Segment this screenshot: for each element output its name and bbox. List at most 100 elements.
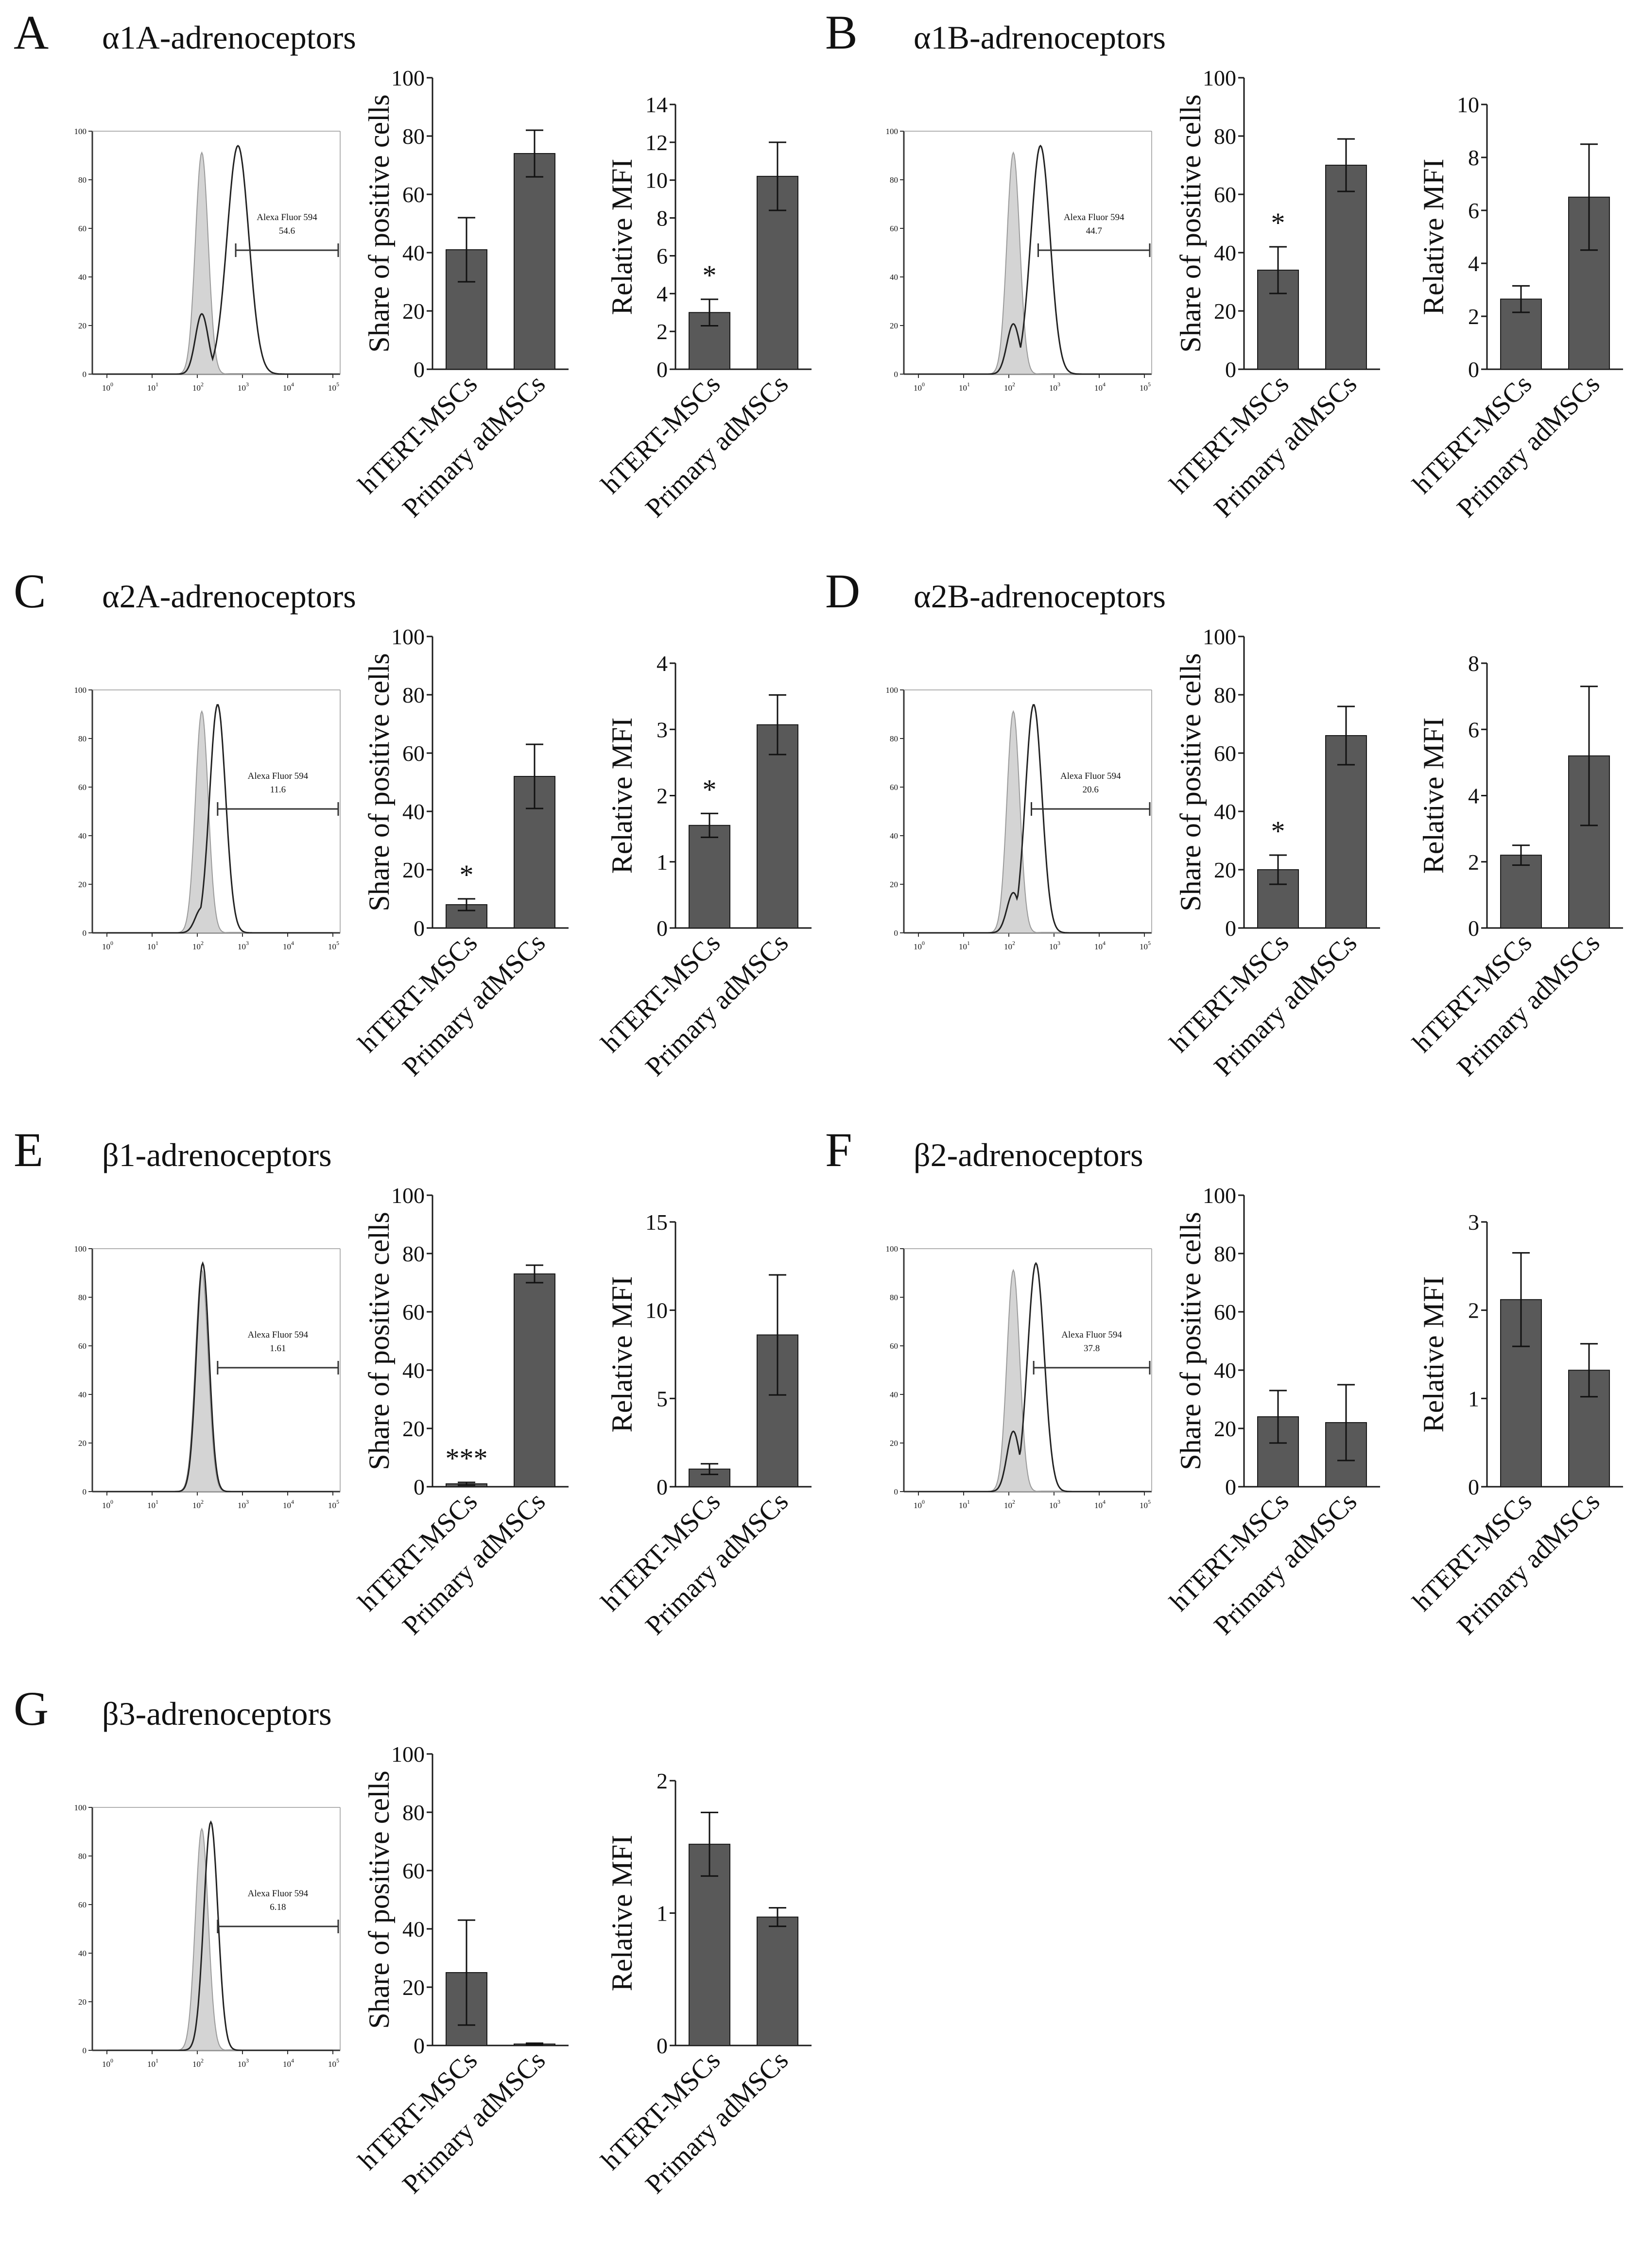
tick-exponent: 0 (922, 381, 925, 388)
isotype-control-curve (918, 151, 1144, 375)
tick-base: 10 (283, 2060, 291, 2069)
histogram-y-tick-label: 0 (894, 1487, 899, 1496)
tick-base: 10 (914, 383, 922, 393)
y-tick-label: 20 (402, 1416, 425, 1441)
tick-base: 10 (959, 1501, 967, 1510)
histogram-y-tick-label: 40 (890, 273, 898, 282)
gate-label: Alexa Fluor 594 (248, 1330, 309, 1340)
tick-base: 10 (238, 1501, 246, 1510)
gate-value: 54.6 (279, 226, 295, 236)
y-tick-label: 20 (1214, 858, 1236, 882)
histogram-x-tick-label: 102 (1004, 1498, 1015, 1510)
panel-title: α2B-adrenoceptors (914, 578, 1166, 615)
y-axis-label: Share of positive cells (1175, 653, 1207, 911)
histogram-x-tick-label: 102 (192, 940, 204, 951)
histogram-y-tick-label: 0 (83, 928, 87, 938)
histogram-x-tick-label: 100 (914, 381, 925, 393)
histogram-y-tick-label: 60 (890, 1341, 898, 1351)
histogram-x-tick-label: 101 (147, 381, 158, 393)
tick-base: 10 (914, 1501, 922, 1510)
tick-exponent: 2 (201, 2057, 204, 2064)
panel-title: β1-adrenoceptors (102, 1136, 332, 1173)
tick-base: 10 (192, 942, 201, 951)
y-axis-label: Relative MFI (1417, 1276, 1450, 1433)
histogram-x-tick-label: 104 (283, 2057, 294, 2069)
y-axis-label: Share of positive cells (363, 94, 395, 353)
stained-sample-curve (107, 704, 333, 934)
isotype-control-curve (918, 710, 1144, 933)
tick-exponent: 2 (201, 381, 204, 388)
tick-exponent: 3 (1057, 381, 1060, 388)
panel-title: β2-adrenoceptors (914, 1136, 1143, 1173)
tick-exponent: 5 (336, 2057, 339, 2064)
tick-base: 10 (328, 942, 336, 951)
y-tick-label: 1 (1468, 1386, 1479, 1411)
histogram-y-tick-label: 0 (83, 370, 87, 379)
histogram-x-tick-label: 100 (102, 2057, 113, 2069)
y-tick-label: 0 (657, 2033, 668, 2058)
histogram-x-tick-label: 101 (147, 940, 158, 951)
histogram-y-tick-label: 40 (78, 273, 86, 282)
tick-base: 10 (1049, 942, 1057, 951)
tick-exponent: 5 (1148, 1498, 1151, 1505)
bar-primary-admscs (514, 153, 555, 370)
histogram-x-tick-label: 100 (914, 940, 925, 951)
x-category-label: hTERT-MSCs (1164, 1486, 1295, 1617)
y-axis-label: Relative MFI (606, 718, 638, 874)
tick-exponent: 3 (246, 940, 249, 946)
gate-label: Alexa Fluor 594 (248, 771, 309, 781)
y-tick-label: 80 (402, 683, 425, 707)
y-tick-label: 1 (657, 1901, 668, 1926)
tick-exponent: 2 (201, 940, 204, 946)
y-tick-label: 80 (1214, 1241, 1236, 1266)
y-tick-label: 20 (1214, 1416, 1236, 1441)
y-tick-label: 6 (1468, 198, 1479, 223)
histogram-y-tick-label: 100 (74, 127, 87, 136)
y-tick-label: 40 (1214, 241, 1236, 265)
y-tick-label: 100 (391, 1742, 425, 1767)
histogram-x-tick-label: 103 (1049, 940, 1060, 951)
histogram-x-tick-label: 103 (238, 1498, 249, 1510)
gate-label: Alexa Fluor 594 (248, 1889, 309, 1899)
y-tick-label: 0 (414, 2033, 425, 2058)
tick-base: 10 (238, 383, 246, 393)
histogram-x-tick-label: 105 (1140, 1498, 1151, 1510)
bar-htert-mscs (689, 1843, 730, 2046)
histogram-y-tick-label: 0 (83, 2046, 87, 2055)
tick-base: 10 (147, 2060, 156, 2069)
bar-primary-admscs (1325, 735, 1367, 928)
y-tick-label: 6 (657, 243, 668, 268)
tick-exponent: 5 (336, 381, 339, 388)
y-axis-label: Relative MFI (606, 1835, 638, 1992)
tick-base: 10 (192, 383, 201, 393)
x-category-label: hTERT-MSCs (352, 1486, 483, 1617)
y-tick-label: 60 (1214, 741, 1236, 766)
tick-base: 10 (102, 383, 110, 393)
histogram-y-tick-label: 100 (74, 1244, 87, 1254)
x-category-label: hTERT-MSCs (595, 2045, 726, 2176)
tick-base: 10 (1094, 383, 1103, 393)
y-tick-label: 80 (402, 1800, 425, 1825)
histogram-y-tick-label: 40 (78, 831, 86, 841)
y-tick-label: 20 (402, 1975, 425, 2000)
y-tick-label: 80 (1214, 683, 1236, 707)
tick-exponent: 0 (922, 1498, 925, 1505)
x-category-label: hTERT-MSCs (352, 2045, 483, 2176)
y-tick-label: 100 (391, 1183, 425, 1208)
histogram-y-tick-label: 100 (886, 686, 899, 695)
histogram-x-tick-label: 103 (1049, 381, 1060, 393)
bar-primary-admscs (1325, 165, 1367, 370)
significance-marker: * (703, 773, 717, 805)
tick-exponent: 3 (246, 2057, 249, 2064)
tick-exponent: 1 (156, 2057, 158, 2064)
panel-letter: D (825, 564, 860, 618)
histogram-y-tick-label: 100 (74, 686, 87, 695)
share-chart: 0 20 40 60 80 100 Share of positive cells hTERT… (352, 66, 569, 523)
tick-base: 10 (959, 942, 967, 951)
